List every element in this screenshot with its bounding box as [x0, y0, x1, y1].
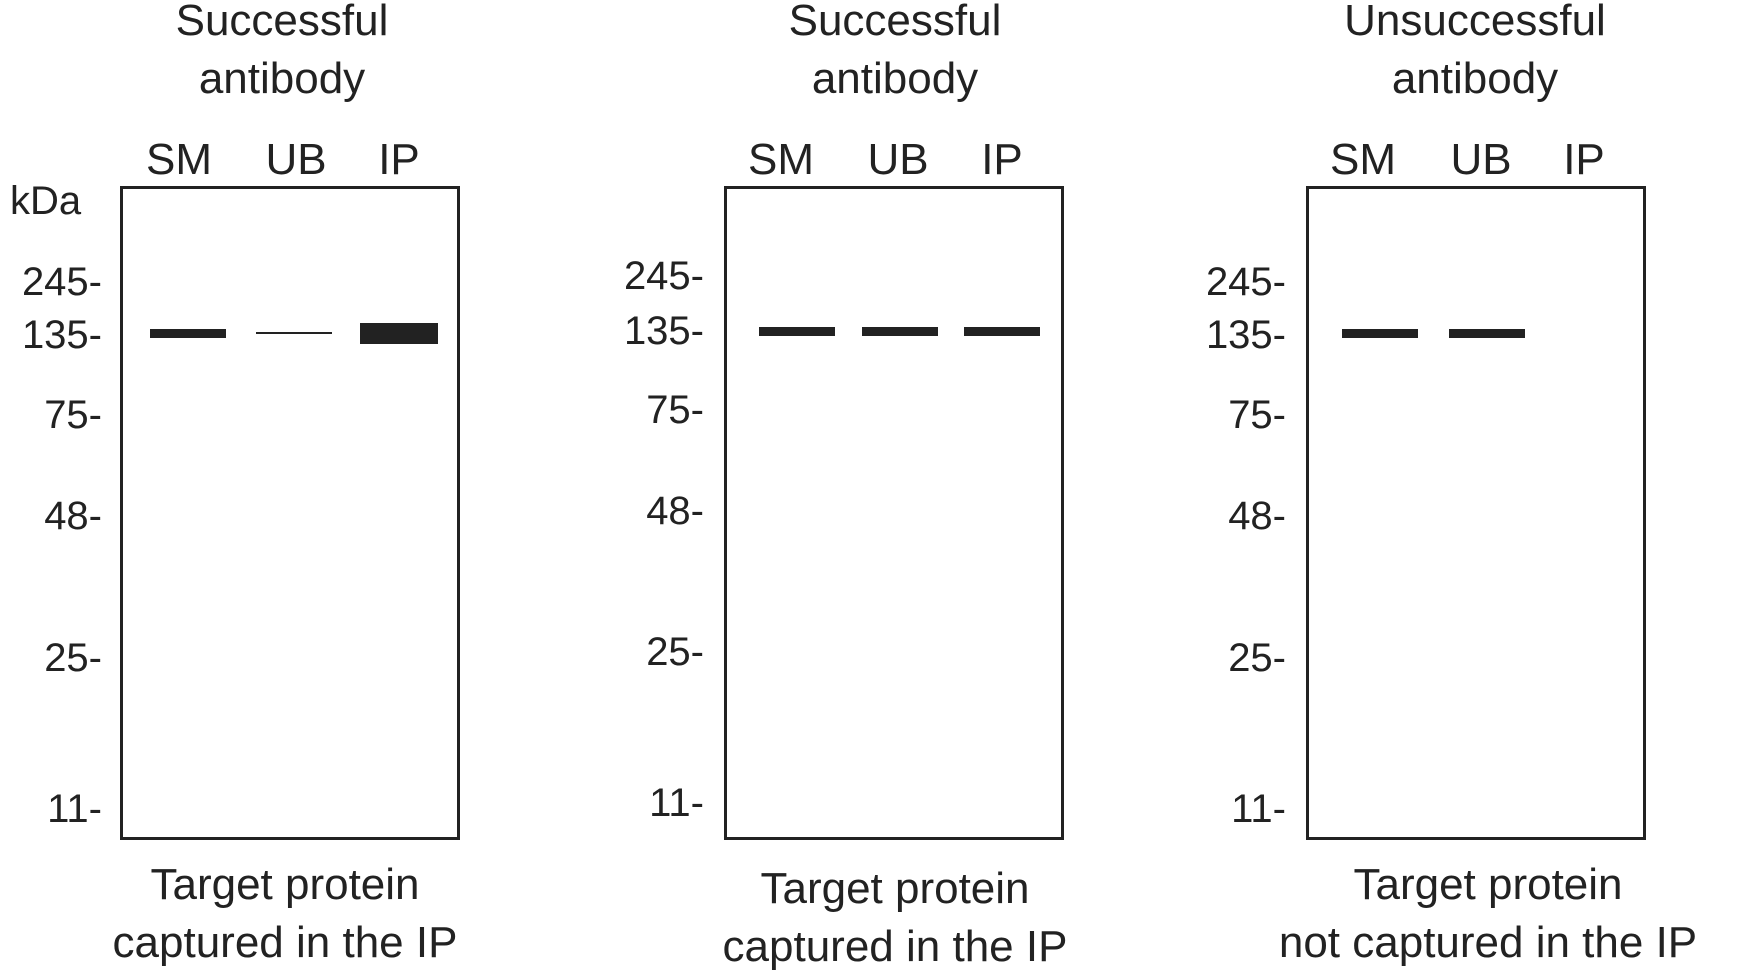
marker-245: 245- — [21, 260, 102, 304]
lane-label-ip: IP — [378, 135, 420, 184]
panel-successful-1: Successful antibody kDa SM UB IP 245- 13… — [0, 0, 580, 975]
marker-75: 75- — [646, 388, 704, 432]
marker-25: 25- — [1228, 636, 1286, 680]
unit-label: kDa — [10, 179, 82, 223]
marker-25: 25- — [646, 630, 704, 674]
lane-label-ub: UB — [1450, 135, 1512, 184]
marker-135: 135- — [21, 313, 102, 357]
band-sm — [759, 327, 835, 336]
band-sm — [1342, 329, 1418, 338]
panel-title: Successful antibody — [175, 0, 389, 103]
marker-48: 48- — [1228, 494, 1286, 538]
lane-label-ip: IP — [1563, 135, 1605, 184]
band-ub — [256, 332, 332, 334]
western-blot-membrane — [724, 186, 1064, 840]
western-blot-membrane — [120, 186, 460, 840]
band-ip — [360, 323, 438, 344]
lane-label-ip: IP — [981, 135, 1023, 184]
lane-label-sm: SM — [748, 135, 814, 184]
marker-245: 245- — [1205, 260, 1286, 304]
band-ip — [964, 327, 1040, 336]
band-sm — [150, 329, 226, 338]
lane-label-ub: UB — [265, 135, 327, 184]
panel-caption: Target protein captured in the IP — [112, 860, 458, 967]
marker-135: 135- — [1205, 313, 1286, 357]
marker-75: 75- — [44, 393, 102, 437]
marker-48: 48- — [646, 489, 704, 533]
panel-caption: Target protein not captured in the IP — [1278, 860, 1698, 967]
marker-245: 245- — [623, 254, 704, 298]
panel-title: Unsuccessful antibody — [1344, 0, 1606, 103]
panel-title: Successful antibody — [788, 0, 1002, 103]
lane-label-sm: SM — [146, 135, 212, 184]
panel-unsuccessful: Unsuccessful antibody SM UB IP 245- 135-… — [1160, 0, 1738, 975]
marker-25: 25- — [44, 636, 102, 680]
panel-caption: Target protein captured in the IP — [722, 864, 1068, 971]
panel-successful-2: Successful antibody SM UB IP 245- 135- 7… — [580, 0, 1160, 975]
marker-11: 11- — [1231, 787, 1286, 831]
marker-11: 11- — [47, 787, 102, 831]
lane-label-sm: SM — [1330, 135, 1396, 184]
lane-label-ub: UB — [867, 135, 929, 184]
marker-11: 11- — [649, 781, 704, 825]
marker-135: 135- — [623, 309, 704, 353]
band-ub — [862, 327, 938, 336]
band-ub — [1449, 329, 1525, 338]
western-blot-membrane — [1306, 186, 1646, 840]
marker-48: 48- — [44, 494, 102, 538]
marker-75: 75- — [1228, 393, 1286, 437]
